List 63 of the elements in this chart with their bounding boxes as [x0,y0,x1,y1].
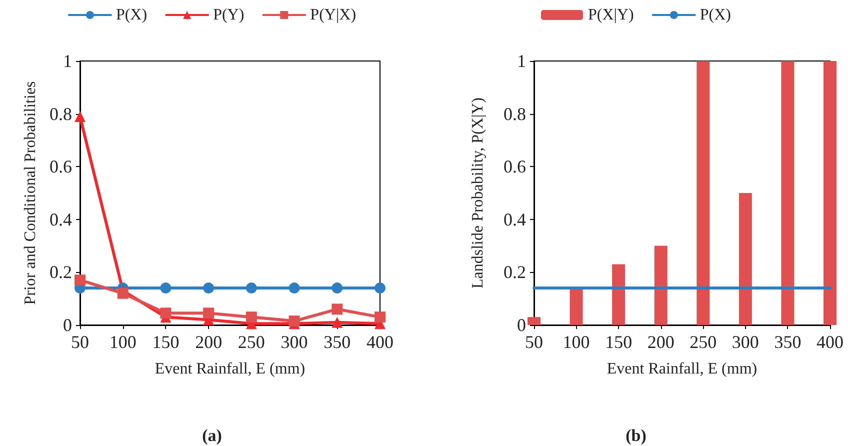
x-tick-label: 200 [195,332,222,352]
bar [528,317,540,325]
point [117,288,128,299]
legend-label: P(X) [700,6,731,24]
x-tick-label: 100 [562,332,590,352]
point [332,316,343,328]
x-tick-label: 300 [280,332,308,352]
bar [612,264,626,325]
x-tick-label: 200 [647,332,674,352]
x-tick-label: 250 [690,332,717,352]
point [246,282,257,294]
y-axis-title: Landslide Probability, P(X|Y) [470,97,486,289]
y-tick-label: 0.2 [50,262,72,282]
point [288,316,300,327]
point [160,308,172,319]
y-tick-label: 1 [63,51,72,71]
x-tick-label: 150 [152,332,180,352]
y-tick-label: 0 [63,315,72,335]
legend-label: P(X) [116,6,148,24]
text: (a) [202,426,222,445]
point [203,308,214,319]
x-axis-title: Event Rainfall, E (mm) [154,360,306,378]
x-tick-label: 400 [816,332,844,352]
point [160,282,172,294]
point [74,110,86,122]
y-axis-title: Prior and Conditional Probabilities [22,81,40,305]
legend-label: P(Y) [213,6,244,24]
y-tick-label: 0.4 [504,209,526,230]
x-tick-label: 100 [109,332,136,352]
point [374,282,386,294]
legend-label: P(X|Y) [588,6,634,24]
point [203,282,214,294]
y-tick-label: 0 [517,315,526,335]
y-tick-label: 0.8 [50,104,72,124]
bar [781,61,794,325]
x-tick-label: 350 [774,332,802,352]
x-tick-label: 150 [605,332,632,352]
point [374,312,386,323]
point [74,274,86,286]
point [246,312,257,323]
bar [824,61,836,325]
x-tick-label: 50 [71,332,89,352]
x-tick-label: 400 [366,332,394,352]
text: (b) [626,426,646,445]
point [332,304,343,315]
y-tick-label: 0.8 [504,104,526,124]
bar [696,61,710,325]
legend-label: P(Y|X) [310,6,356,24]
bar [738,193,752,325]
x-axis-title: Event Rainfall, E (mm) [606,360,758,378]
x-tick-label: 50 [525,332,543,352]
bar [570,288,583,325]
y-tick-label: 1 [517,51,526,71]
point [288,282,300,294]
bar [654,246,668,325]
y-tick-label: 0.4 [50,209,72,230]
x-tick-label: 350 [324,332,351,352]
x-tick-label: 250 [238,332,265,352]
x-tick-label: 300 [732,332,759,352]
y-tick-label: 0.6 [504,156,526,177]
y-tick-label: 0.2 [504,262,526,282]
point [332,282,343,294]
y-tick-label: 0.6 [50,156,72,177]
